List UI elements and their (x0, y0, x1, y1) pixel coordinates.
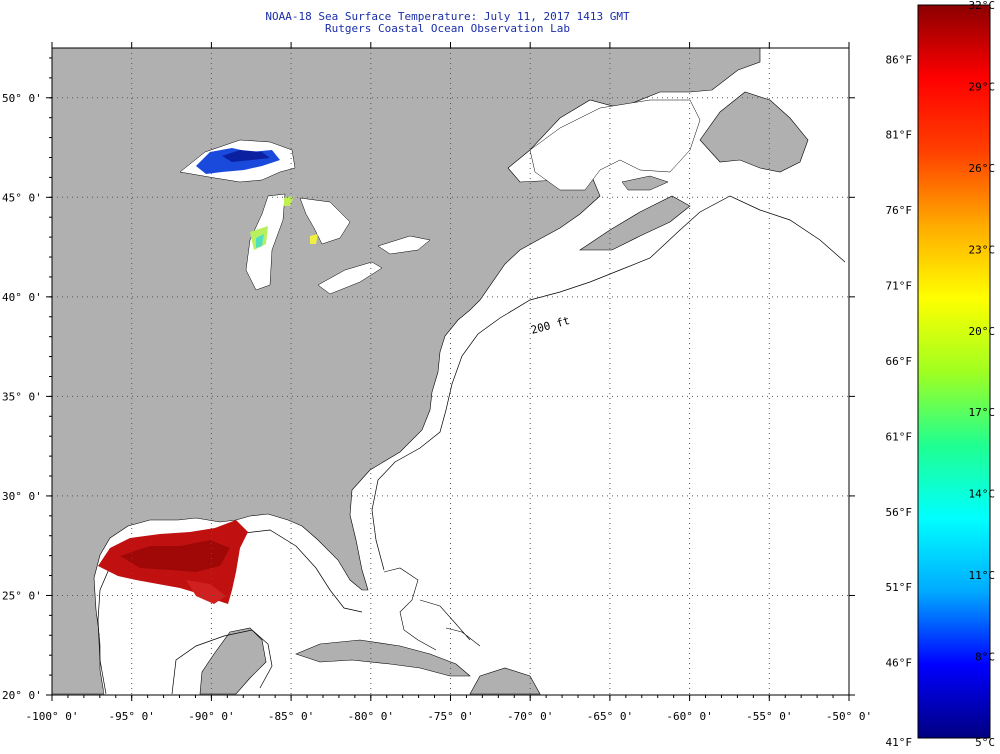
gulf-sst-data (98, 520, 248, 604)
colorbar-celsius-label: 17°C (969, 406, 996, 419)
colorbar-celsius-label: 20°C (969, 325, 996, 338)
title-line-2: Rutgers Coastal Ocean Observation Lab (324, 22, 571, 35)
colorbar-gradient (917, 4, 991, 739)
lon-tick-label: -95° 0' (109, 710, 155, 723)
colorbar-celsius-label: 11°C (969, 569, 996, 582)
lake-ontario (377, 235, 431, 255)
lon-tick-label: -70° 0' (507, 710, 553, 723)
lat-tick-label: 35° 0' (2, 390, 42, 403)
lat-tick-label: 25° 0' (2, 589, 42, 602)
shelf-contour-yucatan (171, 629, 273, 695)
colorbar-fahrenheit-label: 86°F (886, 53, 913, 66)
lon-tick-label: -85° 0' (268, 710, 314, 723)
lat-tick-label: 45° 0' (2, 191, 42, 204)
colorbar-celsius-label: 23°C (969, 243, 996, 256)
bahamas-banks (383, 567, 481, 651)
colorbar-fahrenheit-label: 61°F (886, 430, 913, 443)
north-america-land (52, 48, 761, 695)
colorbar-fahrenheit-label: 66°F (886, 355, 913, 368)
lon-tick-label: -50° 0' (826, 710, 872, 723)
shelf-contour-atlantic (371, 195, 846, 571)
gulf-st-lawrence (529, 99, 701, 191)
lat-tick-label: 30° 0' (2, 490, 42, 503)
colorbar-celsius-label: 29°C (969, 80, 996, 93)
colorbar-celsius-label: 5°C (975, 736, 995, 749)
latitude-axis: 20° 0' 25° 0' 30° 0' 35° 0' 40° 0' 45° 0' 50° … (2, 57, 855, 702)
colorbar-celsius-labels: 5°C 8°C 11°C 14°C 17°C 20°C 23°C 26°C 29°C 32°C (969, 0, 996, 749)
pei-land (621, 175, 669, 191)
colorbar-fahrenheit-label: 51°F (886, 581, 913, 594)
colorbar-fahrenheit-label: 46°F (886, 657, 913, 670)
lon-tick-label: -80° 0' (348, 710, 394, 723)
colorbar-fahrenheit-label: 81°F (886, 129, 913, 142)
lon-tick-label: -100° 0' (26, 710, 79, 723)
title-line-1: NOAA-18 Sea Surface Temperature: July 11… (265, 10, 630, 23)
lon-tick-label: -90° 0' (188, 710, 234, 723)
newfoundland-land (699, 91, 809, 173)
colorbar-celsius-label: 8°C (975, 651, 995, 664)
colorbar-fahrenheit-label: 76°F (886, 204, 913, 217)
colorbar-celsius-label: 32°C (969, 0, 996, 12)
lat-tick-label: 20° 0' (2, 689, 42, 702)
colorbar-fahrenheit-label: 41°F (886, 736, 913, 749)
lake-huron (299, 197, 351, 245)
cuba-land (295, 639, 471, 677)
nova-scotia-land (579, 195, 691, 251)
colorbar-celsius-label: 14°C (969, 488, 996, 501)
yucatan-land (199, 627, 267, 695)
hispaniola-land (469, 667, 541, 695)
lat-tick-label: 50° 0' (2, 92, 42, 105)
lake-erie (317, 261, 383, 295)
colorbar-celsius-label: 26°C (969, 162, 996, 175)
lon-tick-label: -65° 0' (587, 710, 633, 723)
longitude-axis: -100° 0' -95° 0' -90° 0' -85° 0' -80° 0' -75°… (26, 42, 872, 723)
colorbar-fahrenheit-labels: 41°F 46°F 51°F 56°F 61°F 66°F 71°F 76°F 81°F 86°F (886, 53, 913, 749)
lon-tick-label: -75° 0' (427, 710, 473, 723)
lon-tick-label: -60° 0' (666, 710, 712, 723)
great-lakes-sst-data (196, 148, 318, 250)
colorbar-fahrenheit-label: 56°F (886, 506, 913, 519)
lon-tick-label: -55° 0' (746, 710, 792, 723)
lat-tick-label: 40° 0' (2, 291, 42, 304)
colorbar-fahrenheit-label: 71°F (886, 280, 913, 293)
